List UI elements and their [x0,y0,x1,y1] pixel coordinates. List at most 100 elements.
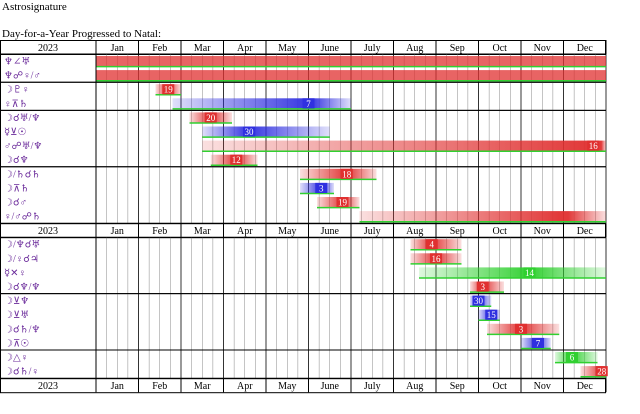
aspect-label: ☿⊻☉ [4,127,26,138]
transit-bar [172,98,351,109]
month-label: Aug [406,43,423,54]
peak-marker [472,295,485,306]
year-label: 2023 [38,43,58,54]
peak-marker [595,366,608,377]
month-label: July [364,226,381,237]
month-label: Feb [152,43,167,54]
month-label: July [364,43,381,54]
page-subtitle: Day-for-a-Year Progressed to Natal: [2,28,162,40]
transit-bar [96,56,606,67]
peak-number: 16 [432,254,442,264]
month-label: Apr [237,226,253,237]
peak-marker [302,98,315,109]
month-label: Dec [577,381,594,392]
month-label: Oct [493,43,508,54]
month-label: May [278,43,296,54]
transit-bar [419,267,606,278]
aspect-label: ☽△♀ [4,353,28,364]
peak-marker [485,309,498,320]
peak-number: 3 [481,282,486,292]
transit-bar [580,366,606,377]
peak-marker [204,112,217,123]
peak-number: 19 [164,85,174,95]
aspect-label: ☽☌♆/♆ [4,282,40,293]
month-label: Apr [237,381,253,392]
month-label: Oct [493,226,508,237]
month-label: Nov [534,43,551,54]
month-label: June [321,43,340,54]
month-label: Mar [194,43,211,54]
peak-marker [162,84,175,95]
transit-bar [202,140,606,151]
transit-bar [359,211,606,222]
month-label: Sep [450,226,465,237]
aspect-label: ☽☌♅/♆ [4,113,40,124]
aspect-label: ☽/♄☌♄ [4,169,40,180]
peak-marker [532,337,544,348]
aspect-label: ☽☌♂ [4,198,27,209]
peak-marker [523,267,536,278]
year-header-row [0,40,606,55]
peak-marker [336,197,349,208]
month-label: June [321,226,340,237]
month-label: Jan [111,226,124,237]
month-label: Jan [111,43,124,54]
aspect-label: ☽/♀☌♃ [4,254,39,265]
month-label: Jan [111,381,124,392]
month-label: Mar [194,226,211,237]
aspect-label: ☽/♆☌♅ [4,240,40,251]
aspect-label: ☽⊼☉ [4,338,29,349]
peak-number: 15 [487,310,497,320]
aspect-label: ☽☌♄/♀ [4,367,39,378]
month-label: Aug [406,381,423,392]
peak-number: 7 [536,338,541,348]
peak-number: 3 [519,324,524,334]
peak-number: 30 [245,127,255,137]
month-label: Dec [577,226,594,237]
peak-number: 19 [338,198,348,208]
year-header-row [0,223,606,239]
peak-marker [425,239,438,250]
peak-marker [476,281,489,292]
peak-marker [243,126,255,137]
peak-number: 14 [525,268,535,278]
aspect-label: ♂☍♅/♆ [4,141,42,152]
peak-number: 30 [474,296,484,306]
month-label: Feb [152,226,167,237]
month-label: Nov [534,381,551,392]
month-label: Aug [406,226,423,237]
aspect-label: ☽⊻♅ [4,310,29,321]
peak-marker [340,168,353,179]
month-label: Mar [194,381,211,392]
aspect-label: ☽♇♀ [4,85,29,96]
aspect-label: ☽☌♆ [4,155,29,166]
aspect-label: ♆☍♀/♂ [4,71,41,82]
month-label: May [278,226,296,237]
month-label: June [321,381,340,392]
peak-number: 4 [430,240,435,250]
month-label: Sep [450,381,465,392]
month-label: May [278,381,296,392]
peak-number: 3 [319,183,324,193]
aspect-label: ☽⊼♄ [4,183,29,194]
month-label: Nov [534,226,551,237]
peak-number: 20 [206,113,216,123]
aspect-label: ☽⊻♆ [4,296,29,307]
peak-number: 16 [589,141,599,151]
month-label: Sep [450,43,465,54]
peak-marker [515,323,527,334]
peak-marker [587,140,600,151]
year-header-row [0,378,606,394]
peak-number: 7 [306,99,311,109]
month-label: Oct [493,381,508,392]
month-label: Dec [577,43,594,54]
aspect-label: ☿✕♀ [4,268,26,279]
aspect-label: ♀⊼♄ [4,99,28,110]
year-label: 2023 [38,381,58,392]
progression-chart: 2023 Jan Feb Mar Apr May June July Aug Sep Oct Nov D… [0,40,608,394]
page-title: Astrosignature [2,1,67,13]
peak-number: 12 [232,155,241,165]
transit-bar [96,70,606,81]
transit-bar [300,168,377,179]
aspect-label: ♆∠♅ [4,57,30,68]
